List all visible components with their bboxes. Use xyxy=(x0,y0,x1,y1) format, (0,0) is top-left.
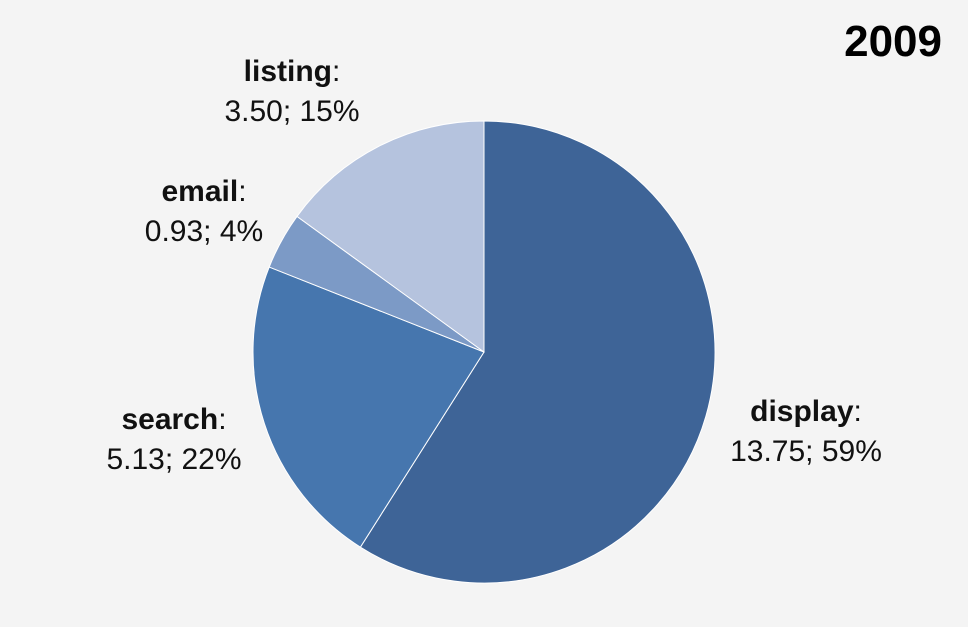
chart-title: 2009 xyxy=(844,17,942,66)
data-label-value: 5.13; 22% xyxy=(106,443,242,476)
data-label-category: email xyxy=(161,175,239,208)
data-label-email: email: 0.93; 4% xyxy=(114,172,294,252)
data-label-value: 3.50; 15% xyxy=(224,95,360,128)
data-label-listing: listing: 3.50; 15% xyxy=(202,52,382,132)
data-label-category: listing xyxy=(243,55,332,88)
data-label-display: display: 13.75; 59% xyxy=(716,392,896,472)
data-label-search: search: 5.13; 22% xyxy=(84,400,264,480)
pie-slice-listing xyxy=(296,120,485,353)
pie-slice-search xyxy=(252,266,485,548)
data-label-category: search xyxy=(121,403,219,436)
pie-slices xyxy=(252,120,716,584)
data-label-value: 13.75; 59% xyxy=(730,435,882,468)
pie-slice-display xyxy=(359,120,716,584)
data-label-value: 0.93; 4% xyxy=(144,215,264,248)
data-label-category: display xyxy=(750,395,854,428)
